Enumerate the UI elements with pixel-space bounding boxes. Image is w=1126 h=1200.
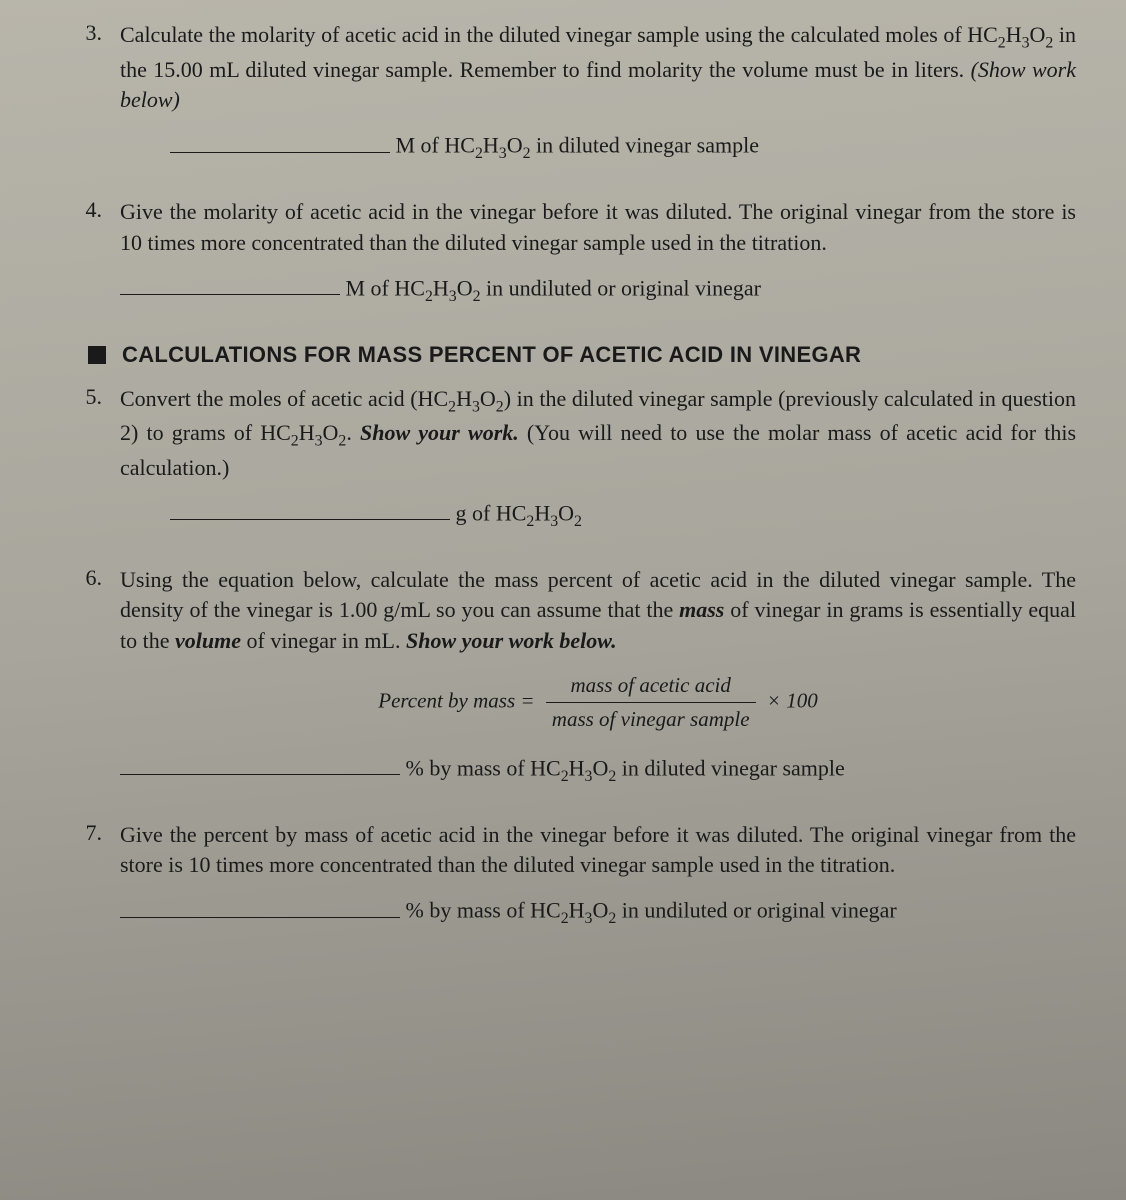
section-header: CALCULATIONS FOR MASS PERCENT OF ACETIC … [70, 342, 1076, 368]
question-body: Give the molarity of acetic acid in the … [120, 197, 1076, 322]
question-6: 6. Using the equation below, calculate t… [70, 565, 1076, 802]
blank-input[interactable] [120, 269, 340, 295]
q4-answer-line: M of HC2H3O2 in undiluted or original vi… [120, 269, 1076, 308]
formula-block: Percent by mass = mass of acetic acid ma… [120, 671, 1076, 735]
question-4: 4. Give the molarity of acetic acid in t… [70, 197, 1076, 322]
q6-answer-line: % by mass of HC2H3O2 in diluted vinegar … [120, 749, 1076, 788]
question-body: Convert the moles of acetic acid (HC2H3O… [120, 384, 1076, 547]
question-3: 3. Calculate the molarity of acetic acid… [70, 20, 1076, 179]
q5-answer-line: g of HC2H3O2 [120, 494, 1076, 533]
fraction-numerator: mass of acetic acid [546, 671, 756, 703]
formula-times: × 100 [767, 689, 818, 713]
question-number: 7. [70, 820, 120, 945]
question-number: 5. [70, 384, 120, 547]
question-7: 7. Give the percent by mass of acetic ac… [70, 820, 1076, 945]
blank-input[interactable] [170, 126, 390, 152]
bullet-icon [88, 346, 106, 364]
q7-text: Give the percent by mass of acetic acid … [120, 820, 1076, 882]
q3-text-a: Calculate the molarity of acetic acid in… [120, 22, 998, 47]
fraction: mass of acetic acid mass of vinegar samp… [546, 671, 756, 735]
q7-answer-line: % by mass of HC2H3O2 in undiluted or ori… [120, 891, 1076, 930]
question-number: 3. [70, 20, 120, 179]
question-number: 4. [70, 197, 120, 322]
formula-lhs: Percent by mass = [378, 689, 534, 713]
question-number: 6. [70, 565, 120, 802]
blank-input[interactable] [120, 891, 400, 917]
question-5: 5. Convert the moles of acetic acid (HC2… [70, 384, 1076, 547]
blank-input[interactable] [170, 494, 450, 520]
blank-input[interactable] [120, 749, 400, 775]
question-body: Give the percent by mass of acetic acid … [120, 820, 1076, 945]
q4-text: Give the molarity of acetic acid in the … [120, 197, 1076, 259]
fraction-denominator: mass of vinegar sample [546, 703, 756, 734]
question-body: Calculate the molarity of acetic acid in… [120, 20, 1076, 179]
section-title: CALCULATIONS FOR MASS PERCENT OF ACETIC … [122, 342, 861, 368]
q3-answer-line: M of HC2H3O2 in diluted vinegar sample [120, 126, 1076, 165]
question-body: Using the equation below, calculate the … [120, 565, 1076, 802]
